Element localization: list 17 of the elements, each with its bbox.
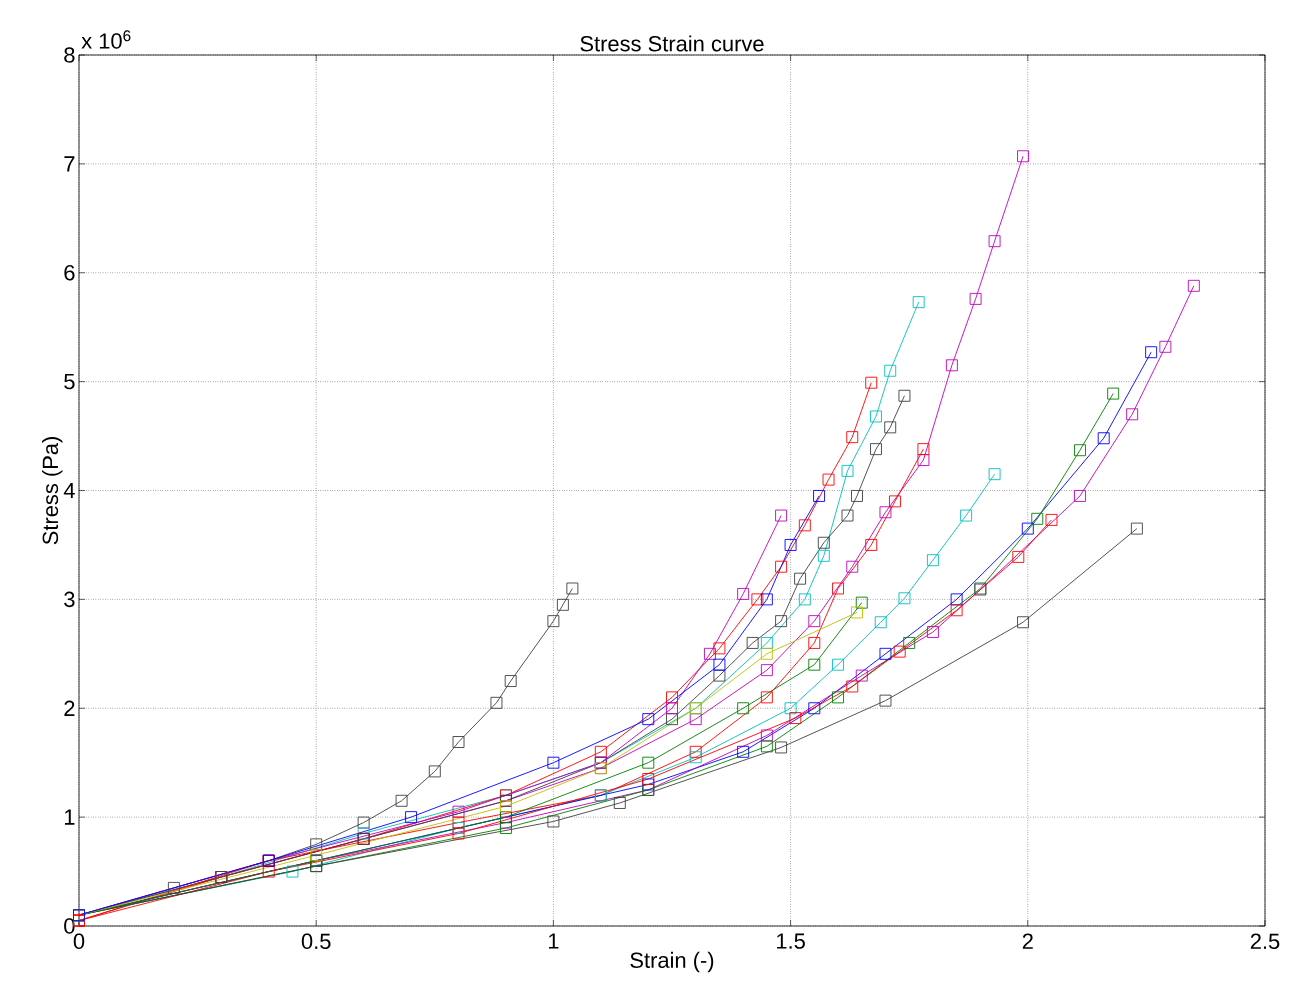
chart-title: Stress Strain curve [580, 35, 764, 52]
y-tick-label: 1 [64, 809, 75, 825]
x-tick-label: 0.5 [301, 933, 331, 950]
x-tick-label: 1 [548, 933, 559, 949]
x-tick-label: 2.5 [1250, 933, 1280, 950]
y-tick-label: 2 [64, 700, 75, 716]
y-tick-label: 4 [63, 482, 75, 499]
y-tick-label: 5 [64, 373, 75, 390]
text: x 10$^{6}$ [81, 30, 131, 49]
y-tick-label: 8 [64, 47, 75, 63]
x-tick-label: 1.5 [777, 933, 805, 949]
x-tick-label: 2 [1022, 933, 1033, 949]
y-axis-title: Stress (Pa) [42, 437, 63, 545]
y-tick-label: 7 [64, 156, 75, 172]
y-tick-label: 3 [64, 591, 75, 608]
x-axis-title: Strain (-) [630, 951, 714, 973]
y-tick-label: 6 [64, 264, 75, 281]
